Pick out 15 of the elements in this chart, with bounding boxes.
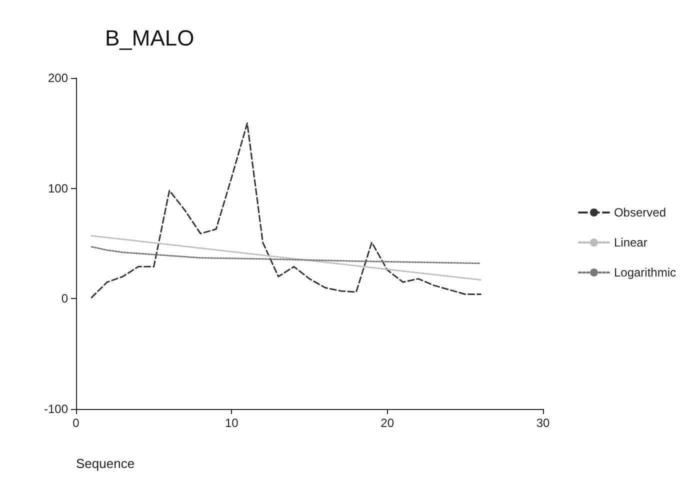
legend-label: Observed bbox=[614, 206, 666, 220]
x-tick-label: 0 bbox=[72, 416, 80, 430]
line-series bbox=[90, 122, 482, 298]
legend-label: Logarithmic bbox=[614, 266, 676, 280]
x-tick-label: 10 bbox=[224, 416, 239, 430]
y-tick-label: -100 bbox=[44, 402, 68, 416]
x-tick-label: 20 bbox=[380, 416, 394, 430]
legend-label: Linear bbox=[614, 236, 648, 250]
line-series bbox=[90, 246, 482, 264]
y-tick-label: 200 bbox=[48, 71, 68, 85]
x-tick-label: 30 bbox=[536, 416, 550, 430]
x-axis-title: Sequence bbox=[76, 456, 135, 471]
y-tick-label: 0 bbox=[61, 292, 68, 306]
y-tick-label: 100 bbox=[48, 181, 68, 196]
chart-title: B_MALO bbox=[105, 26, 194, 50]
